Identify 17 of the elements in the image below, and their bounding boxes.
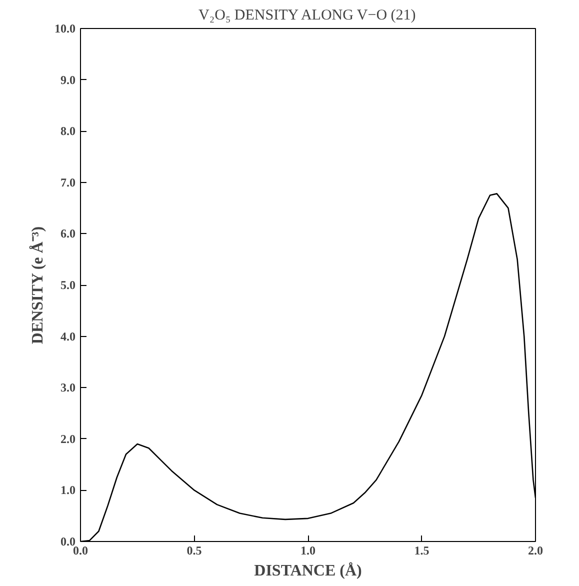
x-tick-label: 1.5 bbox=[414, 544, 430, 558]
y-tick-label: 7.0 bbox=[60, 175, 76, 190]
x-tick-label: 1.0 bbox=[300, 544, 316, 558]
x-axis-title: DISTANCE (Å) bbox=[254, 562, 362, 580]
y-tick-label: 6.0 bbox=[60, 226, 76, 241]
y-tick-label: 10.0 bbox=[54, 22, 76, 36]
y-tick-label: 4.0 bbox=[60, 329, 76, 344]
y-tick-label: 2.0 bbox=[60, 432, 76, 446]
y-tick-label: 8.0 bbox=[60, 124, 76, 138]
y-tick-label: 9.0 bbox=[60, 72, 76, 87]
y-tick-label: 3.0 bbox=[60, 380, 76, 395]
y-tick-label: 1.0 bbox=[60, 483, 76, 498]
x-tick-label: 2.0 bbox=[528, 544, 543, 558]
y-tick-label: 5.0 bbox=[60, 278, 76, 292]
x-tick-label: 0.5 bbox=[186, 544, 202, 558]
y-axis-title: DENSITY (e Å⁻³) bbox=[28, 226, 46, 344]
chart-title: V₂O₅ DENSITY ALONG V−O (21) bbox=[198, 8, 416, 24]
